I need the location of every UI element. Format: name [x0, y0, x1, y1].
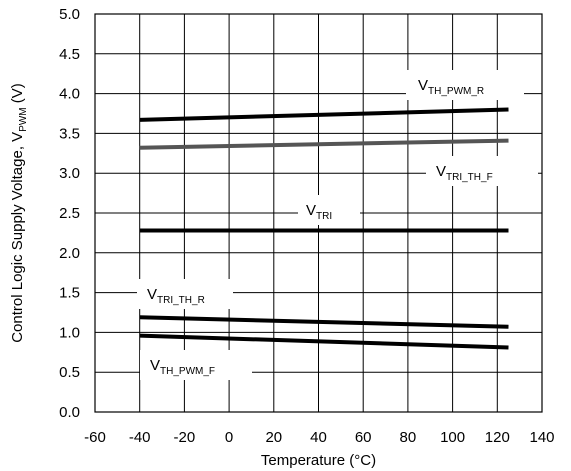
x-tick-label: -40 [129, 429, 151, 446]
series-label-background [137, 279, 233, 309]
y-tick-label: 3.5 [59, 125, 80, 142]
series-label: VTH_PWM_F [150, 357, 215, 377]
y-tick-label: 1.5 [59, 285, 80, 302]
x-tick-label: 80 [400, 429, 417, 446]
x-tick-label: 20 [265, 429, 282, 446]
y-tick-label: 4.5 [59, 46, 80, 63]
x-tick-labels: -60 -40 -20 0 20 40 60 80 100 120 140 [84, 429, 554, 446]
series-line [139, 107, 509, 122]
series-label: VTRI_TH_R [147, 286, 205, 306]
x-tick-label: 140 [529, 429, 554, 446]
series-label: VTH_PWM_R [418, 77, 484, 97]
y-tick-label: 0.0 [59, 404, 80, 421]
series-label: VTRI [306, 202, 332, 222]
y-tick-labels: 0.0 0.5 1.0 1.5 2.0 2.5 3.0 3.5 4.0 4.5 5.0 [59, 6, 80, 421]
series-label-background [426, 156, 538, 186]
series-line [139, 315, 509, 329]
series-label: VTRI_TH_F [436, 163, 493, 183]
x-tick-label: 120 [485, 429, 510, 446]
y-axis-title-prefix: Control Logic Supply Voltage, V [9, 132, 26, 343]
x-tick-label: -20 [174, 429, 196, 446]
series-label-background [140, 350, 252, 380]
series-line [139, 333, 509, 350]
series-line [139, 138, 509, 150]
x-tick-label: 0 [225, 429, 233, 446]
y-tick-label: 2.5 [59, 205, 80, 222]
series-label-background [406, 70, 524, 100]
y-tick-label: 3.0 [59, 165, 80, 182]
series-label-background [298, 195, 360, 225]
y-tick-label: 0.5 [59, 364, 80, 381]
x-tick-label: 100 [440, 429, 465, 446]
x-axis-title: Temperature (°C) [261, 452, 376, 469]
x-tick-label: -60 [84, 429, 106, 446]
x-tick-label: 40 [310, 429, 327, 446]
y-tick-label: 2.0 [59, 245, 80, 262]
y-tick-label: 5.0 [59, 6, 80, 23]
y-axis-title: Control Logic Supply Voltage, VPWM (V) [9, 83, 29, 343]
series-labels: VTH_PWM_R VTRI_TH_F VTRI VTRI_TH_R VTH_PWM_F [137, 70, 538, 380]
plot-frame [94, 13, 543, 413]
y-tick-label: 1.0 [59, 324, 80, 341]
y-axis-title-suffix: (V) [9, 83, 26, 107]
y-tick-label: 4.0 [59, 86, 80, 103]
y-axis-title-sub: PWM [18, 107, 29, 131]
x-tick-label: 60 [355, 429, 372, 446]
series-layer [139, 107, 509, 350]
